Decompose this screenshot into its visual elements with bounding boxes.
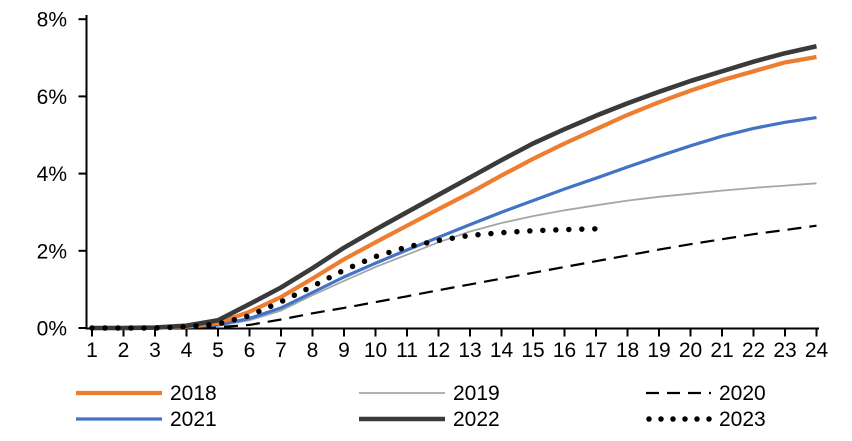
x-tick-label: 10 bbox=[364, 339, 387, 362]
legend-swatch-2018-line-icon bbox=[76, 390, 162, 396]
x-tick-label: 18 bbox=[616, 339, 639, 362]
x-tick-label: 17 bbox=[584, 339, 607, 362]
x-tick-label: 24 bbox=[805, 339, 829, 362]
x-tick-label: 14 bbox=[490, 339, 514, 362]
legend-item-2021: 2021 bbox=[75, 407, 217, 431]
x-tick-label: 2 bbox=[118, 339, 130, 362]
legend-item-2023: 2023 bbox=[645, 407, 766, 431]
x-tick-label: 19 bbox=[647, 339, 670, 362]
x-tick-label: 21 bbox=[710, 339, 733, 362]
legend-label-2018: 2018 bbox=[170, 381, 217, 405]
x-tick-label: 6 bbox=[244, 339, 256, 362]
x-tick-label: 9 bbox=[338, 339, 350, 362]
axis-labels: 0%2%4%6%8%1 2 3 4 5 6 7 8 9 10 11 12 13 14 15 16 17 18 19 2… bbox=[37, 9, 829, 362]
series-line-2020 bbox=[92, 224, 817, 330]
legend-swatch-2022-line-icon bbox=[359, 416, 445, 422]
series-line-2018 bbox=[92, 54, 817, 331]
y-tick-label: 4% bbox=[37, 163, 67, 186]
x-tick-label: 16 bbox=[553, 339, 576, 362]
x-tick-label: 20 bbox=[679, 339, 702, 362]
legend-item-2019: 2019 bbox=[358, 381, 500, 405]
legend-label-2023: 2023 bbox=[719, 407, 766, 431]
x-tick-label: 12 bbox=[427, 339, 450, 362]
x-tick-label: 8 bbox=[307, 339, 319, 362]
x-tick-label: 11 bbox=[396, 339, 418, 362]
y-tick-label: 8% bbox=[37, 9, 67, 32]
legend-item-2018: 2018 bbox=[75, 381, 217, 405]
x-tick-label: 3 bbox=[149, 339, 161, 362]
x-tick-label: 4 bbox=[181, 339, 193, 362]
x-tick-label: 1 bbox=[86, 339, 98, 362]
legend-swatch-2021-line-icon bbox=[76, 417, 162, 421]
x-tick-label: 13 bbox=[458, 339, 481, 362]
legend-swatch-2023-dotted-line-icon bbox=[646, 416, 712, 422]
legend-swatch-2020-dashed-line-icon bbox=[646, 391, 711, 395]
x-tick-label: 7 bbox=[275, 339, 287, 362]
legend-label-2021: 2021 bbox=[170, 407, 217, 431]
legend-swatch-2019-line-icon bbox=[359, 392, 445, 394]
x-tick-label: 5 bbox=[212, 339, 224, 362]
legend-label-2019: 2019 bbox=[453, 381, 500, 405]
legend-label-2020: 2020 bbox=[719, 381, 766, 405]
y-tick-label: 2% bbox=[37, 240, 67, 263]
legend-item-2020: 2020 bbox=[645, 381, 766, 405]
y-tick-label: 6% bbox=[37, 86, 67, 109]
series-line-2022 bbox=[92, 43, 817, 331]
series-lines bbox=[89, 43, 817, 331]
x-tick-label: 22 bbox=[742, 339, 765, 362]
x-tick-label: 23 bbox=[773, 339, 796, 362]
legend-label-2022: 2022 bbox=[453, 407, 500, 431]
legend-item-2022: 2022 bbox=[358, 407, 500, 431]
y-tick-label: 0% bbox=[37, 318, 67, 341]
x-tick-label: 15 bbox=[521, 339, 544, 362]
